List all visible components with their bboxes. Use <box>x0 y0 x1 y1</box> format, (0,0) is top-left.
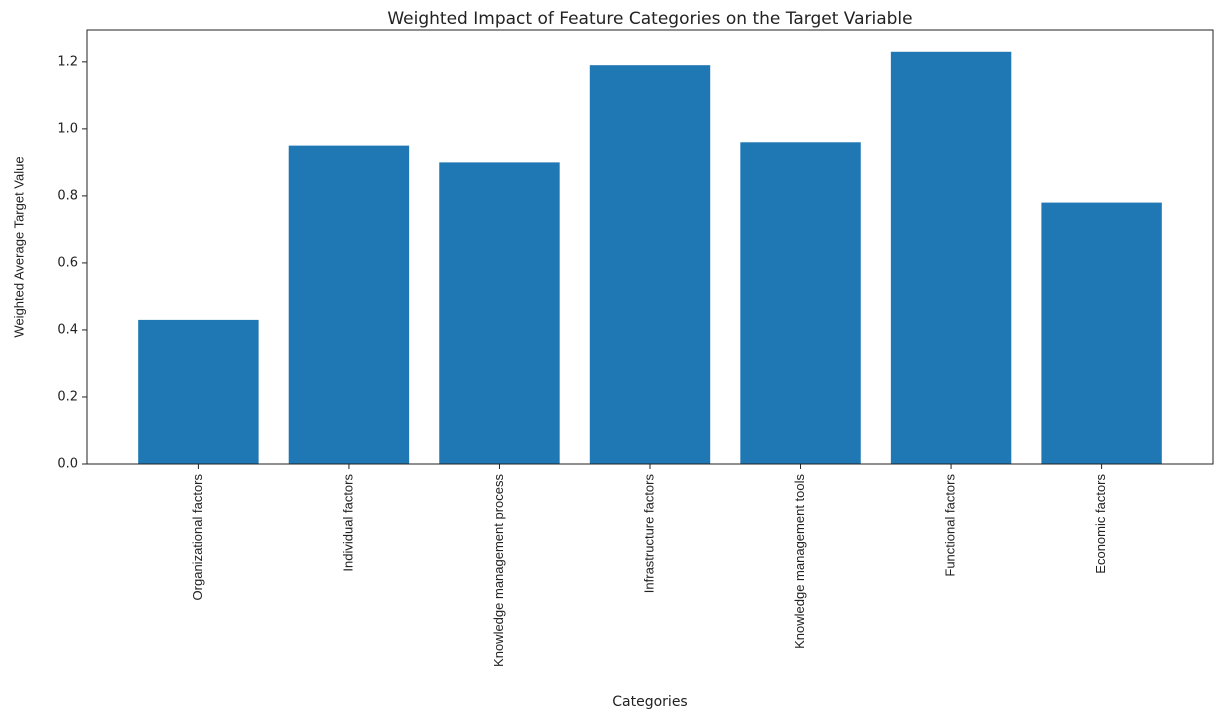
x-tick-label: Knowledge management process <box>491 474 506 667</box>
bar <box>288 145 410 464</box>
y-tick-label: 0.6 <box>57 255 78 270</box>
chart-title: Weighted Impact of Feature Categories on… <box>387 9 912 29</box>
bar <box>740 142 861 464</box>
x-tick-label: Knowledge management tools <box>792 474 807 649</box>
bar <box>1041 202 1162 464</box>
plot-frame <box>86 29 1214 465</box>
y-tick-label: 0.2 <box>57 389 78 404</box>
bar <box>890 51 1012 464</box>
y-axis-label: Weighted Average Target Value <box>11 156 26 337</box>
bar <box>138 319 259 464</box>
y-tick-label: 1.0 <box>57 121 78 136</box>
x-tick-label: Infrastructure factors <box>641 474 656 594</box>
x-tick-label: Functional factors <box>943 474 958 577</box>
y-tick-label: 0.8 <box>57 188 78 203</box>
x-tick-label: Individual factors <box>340 474 355 572</box>
y-tick-label: 0.4 <box>57 322 78 337</box>
x-axis-label: Categories <box>612 694 687 710</box>
y-tick-label: 0.0 <box>57 457 78 472</box>
bar <box>439 162 560 465</box>
x-tick-label: Organizational factors <box>190 474 205 601</box>
y-tick-label: 1.2 <box>57 54 78 69</box>
bar <box>589 65 711 465</box>
x-tick-label: Economic factors <box>1093 474 1108 574</box>
